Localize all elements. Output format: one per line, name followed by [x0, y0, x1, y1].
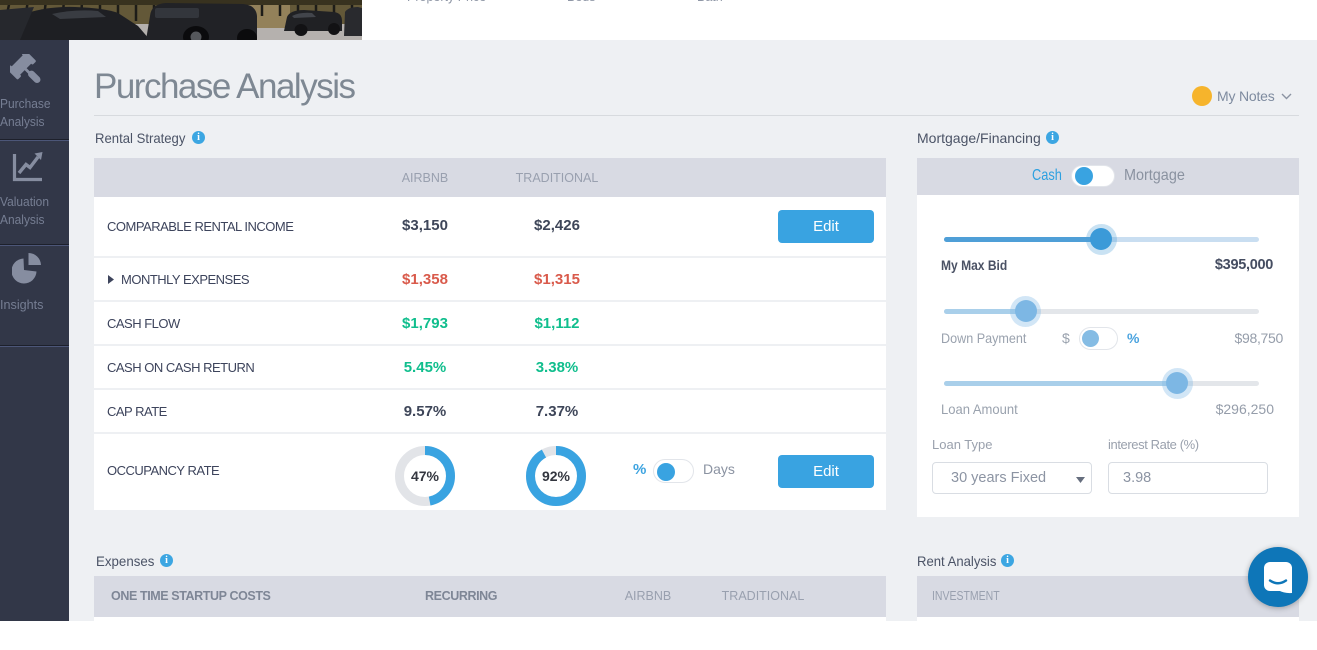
- svg-text:47%: 47%: [411, 468, 440, 484]
- svg-text:92%: 92%: [542, 468, 571, 484]
